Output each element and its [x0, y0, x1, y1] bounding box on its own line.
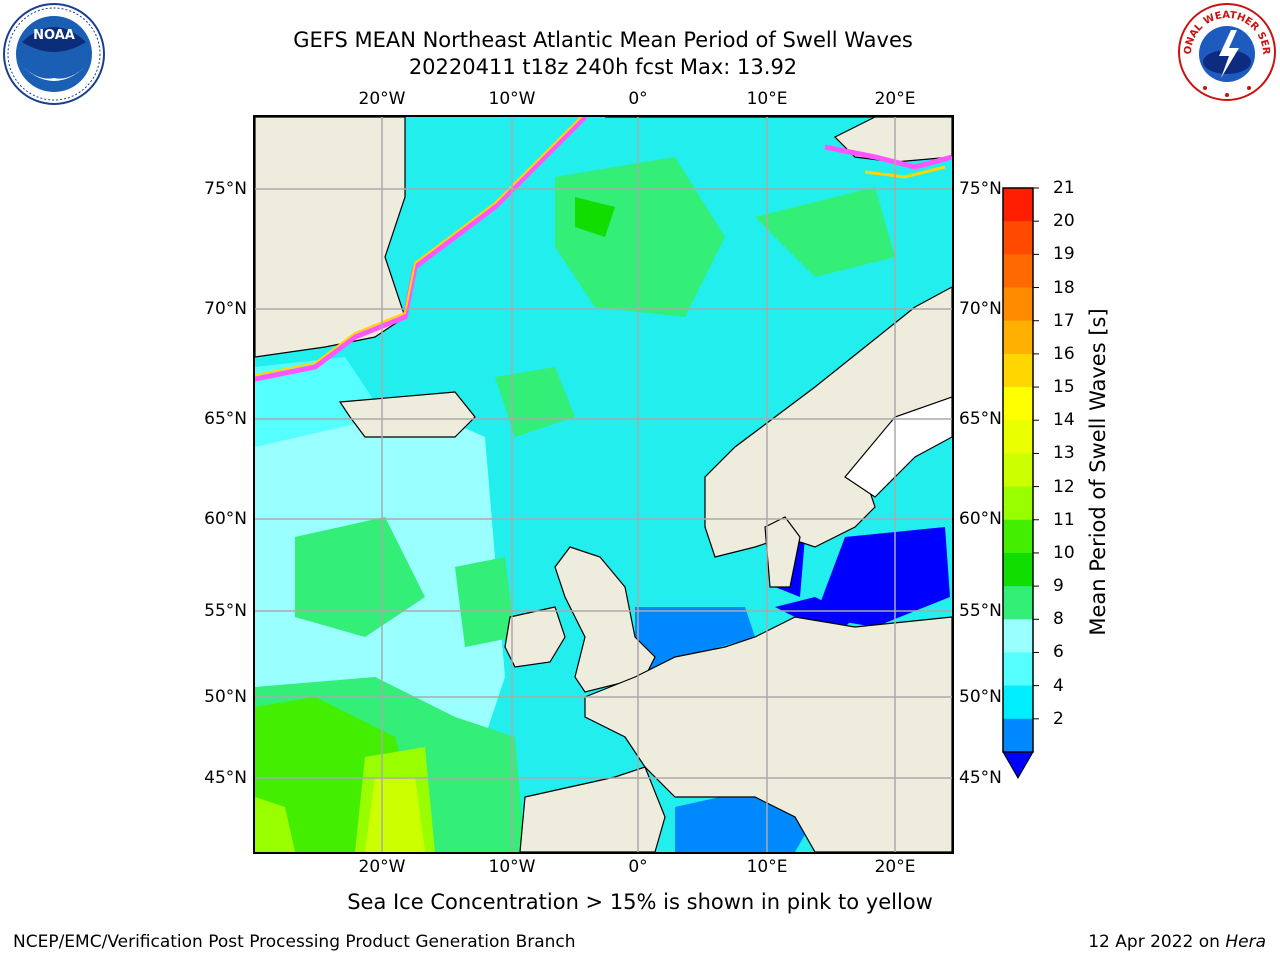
lon-label-bot: 20°W	[358, 857, 406, 877]
colorbar-segment	[1003, 320, 1033, 355]
colorbar-tick-label: 17	[1053, 310, 1075, 331]
colorbar-tick-label: 4	[1053, 675, 1064, 696]
lon-label-top: 10°W	[488, 89, 536, 109]
lat-label-left: 50°N	[204, 687, 247, 707]
lat-label-left: 75°N	[204, 179, 247, 199]
colorbar-segment	[1003, 586, 1033, 620]
sea-ice-note: Sea Ice Concentration > 15% is shown in …	[347, 890, 933, 914]
lat-label-right: 45°N	[959, 768, 1002, 788]
colorbar-tick-label: 12	[1053, 476, 1075, 497]
chart-subtitle: 20220411 t18z 240h fcst Max: 13.92	[408, 55, 798, 79]
colorbar-tick-label: 10	[1053, 542, 1075, 563]
lon-label-bot: 0°	[628, 857, 648, 877]
colorbar-tick-label: 9	[1053, 576, 1064, 597]
colorbar-segment	[1003, 254, 1033, 289]
map-canvas	[255, 117, 952, 852]
lat-label-right: 60°N	[959, 509, 1002, 529]
colorbar-segment	[1003, 619, 1033, 653]
colorbar-segment	[1003, 652, 1033, 687]
footer-date: 12 Apr 2022 on Hera	[1088, 932, 1266, 952]
chart-title: GEFS MEAN Northeast Atlantic Mean Period…	[293, 28, 913, 52]
colorbar-tick-label: 8	[1053, 609, 1064, 630]
colorbar-segment	[1003, 453, 1033, 488]
colorbar-tick-label: 18	[1053, 277, 1075, 298]
lon-label-top: 10°E	[746, 89, 788, 109]
colorbar-segment	[1003, 519, 1033, 554]
colorbar-tick-label: 21	[1053, 178, 1075, 198]
colorbar	[1002, 187, 1039, 780]
colorbar-frame	[1002, 187, 1034, 753]
lat-label-left: 55°N	[204, 601, 247, 621]
colorbar-segment	[1003, 685, 1033, 720]
footer-credit: NCEP/EMC/Verification Post Processing Pr…	[13, 932, 576, 952]
lon-label-top: 20°W	[358, 89, 406, 109]
colorbar-segment	[1003, 221, 1033, 255]
colorbar-label: Mean Period of Swell Waves [s]	[1086, 308, 1110, 636]
lon-label-bot: 20°E	[874, 857, 916, 877]
lat-label-right: 55°N	[959, 601, 1002, 621]
footer-date-text: 12 Apr 2022 on	[1088, 932, 1226, 952]
colorbar-tick-label: 20	[1053, 211, 1075, 232]
lat-label-right: 50°N	[959, 687, 1002, 707]
lon-label-top: 0°	[628, 89, 648, 109]
map-panel[interactable]	[253, 115, 954, 854]
swell-field	[255, 157, 895, 852]
colorbar-tick-label: 15	[1053, 377, 1075, 398]
footer-host: Hera	[1225, 932, 1266, 952]
colorbar-tick-label: 2	[1053, 708, 1064, 729]
colorbar-segment	[1003, 718, 1033, 753]
colorbar-segment	[1003, 287, 1033, 322]
lat-label-left: 45°N	[204, 768, 247, 788]
lat-label-right: 65°N	[959, 409, 1002, 429]
lat-label-right: 75°N	[959, 179, 1002, 199]
colorbar-tick-label: 11	[1053, 509, 1075, 530]
lon-label-top: 20°E	[874, 89, 916, 109]
lon-label-bot: 10°E	[746, 857, 788, 877]
colorbar-segment	[1003, 552, 1033, 587]
colorbar-segment	[1003, 188, 1033, 222]
colorbar-tick-label: 16	[1053, 343, 1075, 364]
lon-label-bot: 10°W	[488, 857, 536, 877]
colorbar-segment	[1003, 353, 1033, 388]
colorbar-segment	[1003, 486, 1033, 521]
lat-label-left: 65°N	[204, 409, 247, 429]
lat-label-left: 60°N	[204, 509, 247, 529]
colorbar-tick-label: 13	[1053, 443, 1075, 464]
lat-label-left: 70°N	[204, 299, 247, 319]
noaa-logo-text: NOAA	[33, 28, 75, 43]
lat-label-right: 70°N	[959, 299, 1002, 319]
colorbar-tick-label: 19	[1053, 244, 1075, 265]
colorbar-tick-label: 6	[1053, 642, 1064, 663]
nws-logo: NATIONAL WEATHER SERVICE	[1177, 2, 1276, 101]
graticule	[255, 117, 952, 852]
noaa-logo: NOAA	[3, 3, 105, 105]
colorbar-segment	[1003, 420, 1033, 454]
colorbar-tick-label: 14	[1053, 410, 1075, 431]
colorbar-segment	[1003, 387, 1033, 421]
colorbar-underflow-arrow	[1002, 751, 1034, 780]
